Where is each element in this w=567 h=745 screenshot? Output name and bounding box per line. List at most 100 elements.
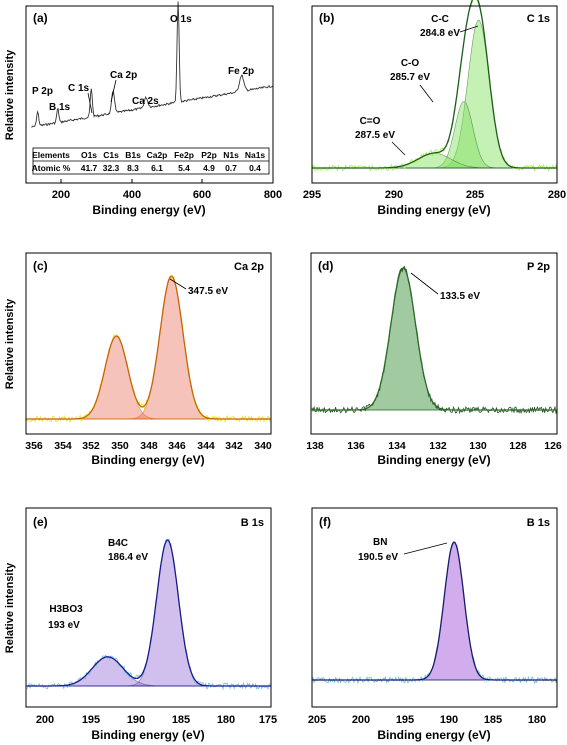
panel-c-corner-label: Ca 2p — [234, 261, 264, 273]
annotation-b4c-energy: 186.4 eV — [108, 552, 148, 563]
panel-a-tickmarks — [25, 179, 203, 183]
table-header-cell: Ca2p — [147, 150, 168, 160]
panel-f-frame — [311, 507, 558, 708]
envelope-fit-e — [27, 539, 271, 687]
table-cell: 32.3 — [103, 163, 120, 173]
table-header-cell: B1s — [125, 150, 141, 160]
annotation-co-name: C-O — [401, 58, 420, 69]
panel-e-xtick: 180 — [217, 714, 235, 726]
panel-b-xlabel: Binding energy (eV) — [377, 203, 490, 217]
panel-c-ylabel: Relative intensity — [4, 298, 16, 389]
panel-e-label: (e) — [33, 515, 48, 529]
panel-b-annotations: C-C 284.8 eV C-O 285.7 eV C=O 287.5 eV — [355, 14, 460, 141]
panel-e-xtick: 175 — [259, 714, 277, 726]
component-peak-b-2 — [312, 152, 557, 169]
panel-a: (a) Relative intensity Binding energy (e… — [4, 1, 282, 217]
peak-label-c1s: C 1s — [68, 83, 90, 94]
panel-d-xticks: 138 136 134 132 130 128 126 — [306, 440, 562, 452]
panel-c-xtick: 356 — [25, 440, 43, 452]
panel-b-frame — [311, 5, 558, 184]
panel-e-xtick: 195 — [82, 714, 100, 726]
table-cell: 0.7 — [225, 163, 237, 173]
panel-d: (d) P 2p Binding energy (eV) 138 136 134… — [306, 252, 562, 467]
panel-c-arrow — [169, 278, 187, 290]
panel-c-xlabel: Binding energy (eV) — [91, 453, 204, 467]
panel-d-xtick: 128 — [509, 440, 527, 452]
panel-d-xtick: 132 — [429, 440, 447, 452]
panel-e-xtick: 190 — [127, 714, 145, 726]
panel-e-xtick: 200 — [36, 714, 54, 726]
panel-f-label: (f) — [319, 515, 331, 529]
panel-d-xtick: 138 — [306, 440, 324, 452]
panel-f-xlabel: Binding energy (eV) — [377, 728, 490, 742]
panel-a-xticks: 200 400 600 800 — [52, 189, 282, 201]
panel-c-xtick: 344 — [197, 440, 215, 452]
panel-f-corner-label: B 1s — [527, 517, 550, 529]
table-cell: Atomic % — [32, 163, 71, 173]
panel-c-xtick: 340 — [254, 440, 272, 452]
envelope-fit-f — [312, 541, 557, 681]
panel-a-peak-leaders — [87, 79, 117, 114]
panel-f-xtick: 185 — [484, 714, 502, 726]
table-cell: 4.9 — [203, 163, 215, 173]
panel-f-xticks: 205 200 195 190 185 180 — [308, 714, 546, 726]
peak-label-ca2p: Ca 2p — [110, 70, 137, 81]
raw-spectrum-c — [25, 275, 271, 424]
panel-e-annotations: B4C 186.4 eV H3BO3 193 eV — [48, 538, 148, 631]
panel-f: (f) B 1s Binding energy (eV) 205 200 195… — [308, 507, 558, 742]
table-header-cell: Elements — [32, 150, 70, 160]
panel-b-arrows — [391, 25, 479, 156]
panel-e-xticks: 200 195 190 185 180 175 — [36, 714, 277, 726]
panel-d-plot — [311, 265, 558, 415]
panel-b-xtick: 290 — [385, 189, 403, 201]
table-cell: 5.4 — [178, 163, 190, 173]
panel-f-xtick: 205 — [308, 714, 326, 726]
panel-a-xtick: 400 — [123, 189, 141, 201]
table-header-cell: C1s — [103, 150, 119, 160]
panel-d-xtick: 136 — [347, 440, 365, 452]
panel-f-xtick: 195 — [396, 714, 414, 726]
annotation-co-energy: 285.7 eV — [390, 72, 430, 83]
panel-a-xlabel: Binding energy (eV) — [92, 203, 205, 217]
panel-f-xtick: 200 — [352, 714, 370, 726]
annotation-p2p-energy: 133.5 eV — [440, 291, 480, 302]
panel-c-xtick: 348 — [140, 440, 158, 452]
panel-e-frame — [25, 507, 272, 708]
annotation-b4c-name: B4C — [108, 538, 128, 549]
panel-d-xtick: 126 — [544, 440, 562, 452]
panel-a-label: (a) — [33, 11, 48, 25]
panel-f-xtick: 180 — [528, 714, 546, 726]
annotation-h3bo3-energy: 193 eV — [48, 620, 80, 631]
panel-e-plot — [26, 538, 272, 691]
panel-a-peak-labels: O 1s Fe 2p Ca 2p C 1s P 2p B 1s Ca 2s — [32, 14, 254, 113]
panel-c-xtick: 354 — [54, 440, 72, 452]
panel-d-label: (d) — [318, 259, 333, 273]
panel-a-plot — [31, 1, 273, 128]
panel-e: (e) B 1s Relative intensity Binding ener… — [4, 507, 277, 742]
envelope-fit-b — [312, 0, 557, 169]
peak-label-p2p: P 2p — [32, 86, 53, 97]
table-cell: 6.1 — [151, 163, 163, 173]
raw-spectrum-b — [311, 0, 558, 173]
table-header-cell: O1s — [81, 150, 97, 160]
annotation-bn-energy: 190.5 eV — [358, 552, 398, 563]
peak-label-ca2s: Ca 2s — [132, 96, 159, 107]
panel-e-corner-label: B 1s — [241, 517, 264, 529]
panel-e-xlabel: Binding energy (eV) — [91, 728, 204, 742]
panel-d-xtick: 130 — [469, 440, 487, 452]
panel-d-arrow — [410, 272, 439, 295]
panel-a-ylabel: Relative intensity — [4, 49, 16, 140]
panel-e-xtick: 185 — [172, 714, 190, 726]
panel-f-xtick: 190 — [440, 714, 458, 726]
panel-c-label: (c) — [33, 259, 48, 273]
table-header-cell: Na1s — [245, 150, 266, 160]
panel-f-arrow — [403, 542, 448, 555]
panel-b-plot — [311, 0, 558, 173]
peak-label-o1s: O 1s — [170, 14, 192, 25]
panel-c-xtick: 342 — [225, 440, 243, 452]
envelope-fit-c — [26, 275, 271, 420]
table-header-cell: Fe2p — [174, 150, 194, 160]
panel-a-frame — [25, 5, 274, 184]
panel-c-plot — [25, 275, 271, 424]
